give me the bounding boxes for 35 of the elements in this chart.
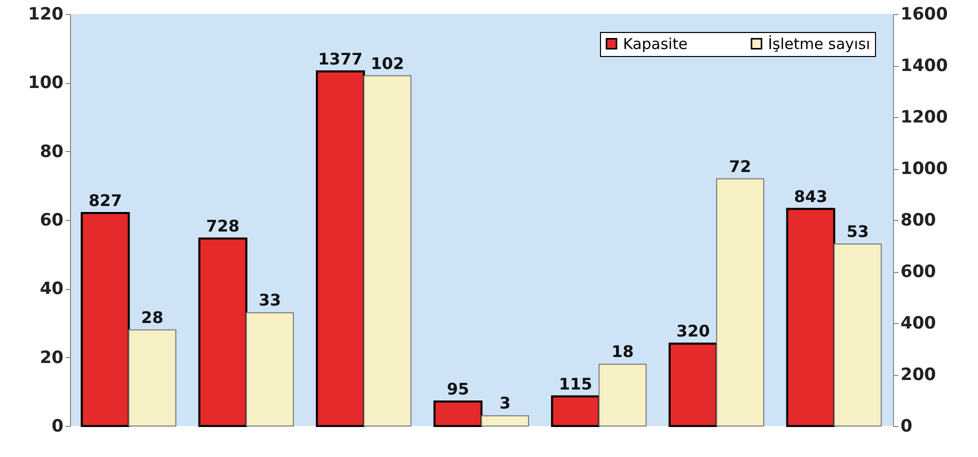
data-label: 95 bbox=[446, 380, 470, 399]
y2-tick-label: 600 bbox=[900, 262, 936, 282]
data-label: 53 bbox=[846, 222, 869, 242]
data-label: 827 bbox=[88, 191, 122, 210]
y-tick-label: 60 bbox=[40, 210, 64, 230]
y-tick-label: 80 bbox=[40, 142, 64, 162]
y2-tick-label: 1600 bbox=[900, 4, 948, 24]
data-label: 728 bbox=[206, 216, 240, 236]
data-label: 115 bbox=[558, 374, 592, 394]
data-label: 843 bbox=[794, 186, 828, 206]
data-label: 1377 bbox=[318, 49, 363, 68]
y2-tick-label: 400 bbox=[900, 314, 936, 334]
y2-tick-label: 800 bbox=[900, 210, 936, 230]
bar bbox=[80, 212, 130, 427]
y2-tick-label: 0 bbox=[900, 416, 912, 436]
bar bbox=[716, 178, 764, 426]
data-label: 102 bbox=[370, 54, 404, 73]
legend-label: İşletme sayısı bbox=[768, 34, 870, 53]
y-tick-label: 0 bbox=[52, 416, 64, 436]
y-tick-label: 120 bbox=[28, 4, 64, 24]
data-label: 72 bbox=[729, 156, 752, 176]
bar bbox=[433, 400, 482, 427]
y-tick-label: 20 bbox=[40, 348, 64, 368]
y2-tick-label: 200 bbox=[900, 365, 936, 385]
y-tick-label: 40 bbox=[40, 279, 64, 300]
data-label: 33 bbox=[258, 290, 282, 310]
y2-tick-label: 1000 bbox=[900, 159, 948, 179]
y-tick-label: 100 bbox=[28, 73, 64, 94]
data-label: 3 bbox=[499, 394, 511, 413]
y2-tick-label: 1200 bbox=[900, 108, 948, 128]
data-label: 18 bbox=[611, 342, 634, 362]
data-label: 28 bbox=[141, 308, 164, 327]
y2-tick-label: 1400 bbox=[900, 56, 948, 76]
data-label: 320 bbox=[676, 322, 710, 341]
legend-label: Kapasite bbox=[623, 34, 688, 53]
